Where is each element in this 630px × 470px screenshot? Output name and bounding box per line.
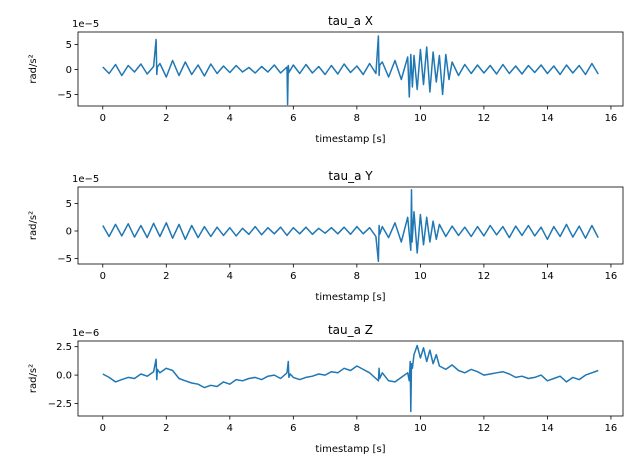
- y-axis-label: rad/s²: [28, 54, 39, 83]
- y-tick-label: −2.5: [48, 399, 72, 410]
- axis-offset-label: 1e−5: [72, 174, 99, 185]
- x-axis-label: timestamp [s]: [315, 444, 385, 455]
- y-tick-label: −5: [57, 90, 72, 101]
- series-line: [102, 344, 599, 413]
- x-tick-label: 12: [478, 271, 491, 282]
- x-tick-label: 8: [354, 423, 360, 434]
- y-tick-label: −5: [57, 254, 72, 265]
- x-tick-label: 14: [541, 423, 554, 434]
- x-tick-label: 10: [414, 271, 427, 282]
- x-tick-label: 4: [227, 113, 233, 124]
- x-tick-label: 12: [478, 423, 491, 434]
- x-tick-label: 6: [290, 423, 296, 434]
- y-tick-label: 2.5: [56, 342, 72, 353]
- axes-frame: [77, 340, 624, 417]
- x-tick-label: 6: [290, 113, 296, 124]
- y-tick-label: 0.0: [56, 371, 72, 382]
- x-tick-label: 16: [605, 113, 618, 124]
- x-tick-label: 14: [541, 113, 554, 124]
- series-line: [102, 35, 599, 106]
- x-tick-label: 16: [605, 271, 618, 282]
- chart-title: tau_a Y: [328, 169, 373, 183]
- chart-title: tau_a X: [328, 14, 373, 28]
- y-axis-label: rad/s²: [28, 364, 39, 393]
- y-tick-label: 5: [66, 40, 72, 51]
- x-tick-label: 8: [354, 271, 360, 282]
- chart-title: tau_a Z: [328, 323, 373, 337]
- y-tick-label: 0: [66, 65, 72, 76]
- subplot-2: 0 2 4 6 8 10 12 14 16 −2.5 0.0 2.51e−6 tau_a Z timest…: [28, 323, 624, 455]
- x-tick-label: 16: [605, 423, 618, 434]
- axes-frame: [77, 186, 624, 265]
- x-tick-label: 4: [227, 271, 233, 282]
- x-axis-label: timestamp [s]: [315, 134, 385, 145]
- subplot-1: 0 2 4 6 8 10 12 14 16 −5 0 5 1e−5 tau_a Y timestamp [s…: [28, 169, 624, 303]
- x-tick-label: 2: [163, 423, 169, 434]
- x-tick-label: 0: [100, 113, 106, 124]
- x-tick-label: 10: [414, 113, 427, 124]
- x-tick-label: 0: [100, 423, 106, 434]
- x-tick-label: 6: [290, 271, 296, 282]
- x-axis-label: timestamp [s]: [315, 292, 385, 303]
- x-tick-label: 2: [163, 271, 169, 282]
- x-tick-label: 8: [354, 113, 360, 124]
- y-tick-label: 0: [66, 227, 72, 238]
- axes-frame: [77, 31, 624, 107]
- series-line: [102, 189, 599, 263]
- x-tick-label: 4: [227, 423, 233, 434]
- subplot-0: 0 2 4 6 8 10 12 14 16 −5 0 51e−5 tau_a X timestamp [s…: [28, 14, 624, 145]
- y-axis-label: rad/s²: [28, 211, 39, 240]
- x-tick-label: 14: [541, 271, 554, 282]
- x-tick-label: 10: [414, 423, 427, 434]
- x-tick-label: 0: [100, 271, 106, 282]
- x-tick-label: 12: [478, 113, 491, 124]
- y-tick-label: 5: [66, 199, 72, 210]
- axis-offset-label: 1e−6: [72, 328, 99, 339]
- axis-offset-label: 1e−5: [72, 19, 99, 30]
- x-tick-label: 2: [163, 113, 169, 124]
